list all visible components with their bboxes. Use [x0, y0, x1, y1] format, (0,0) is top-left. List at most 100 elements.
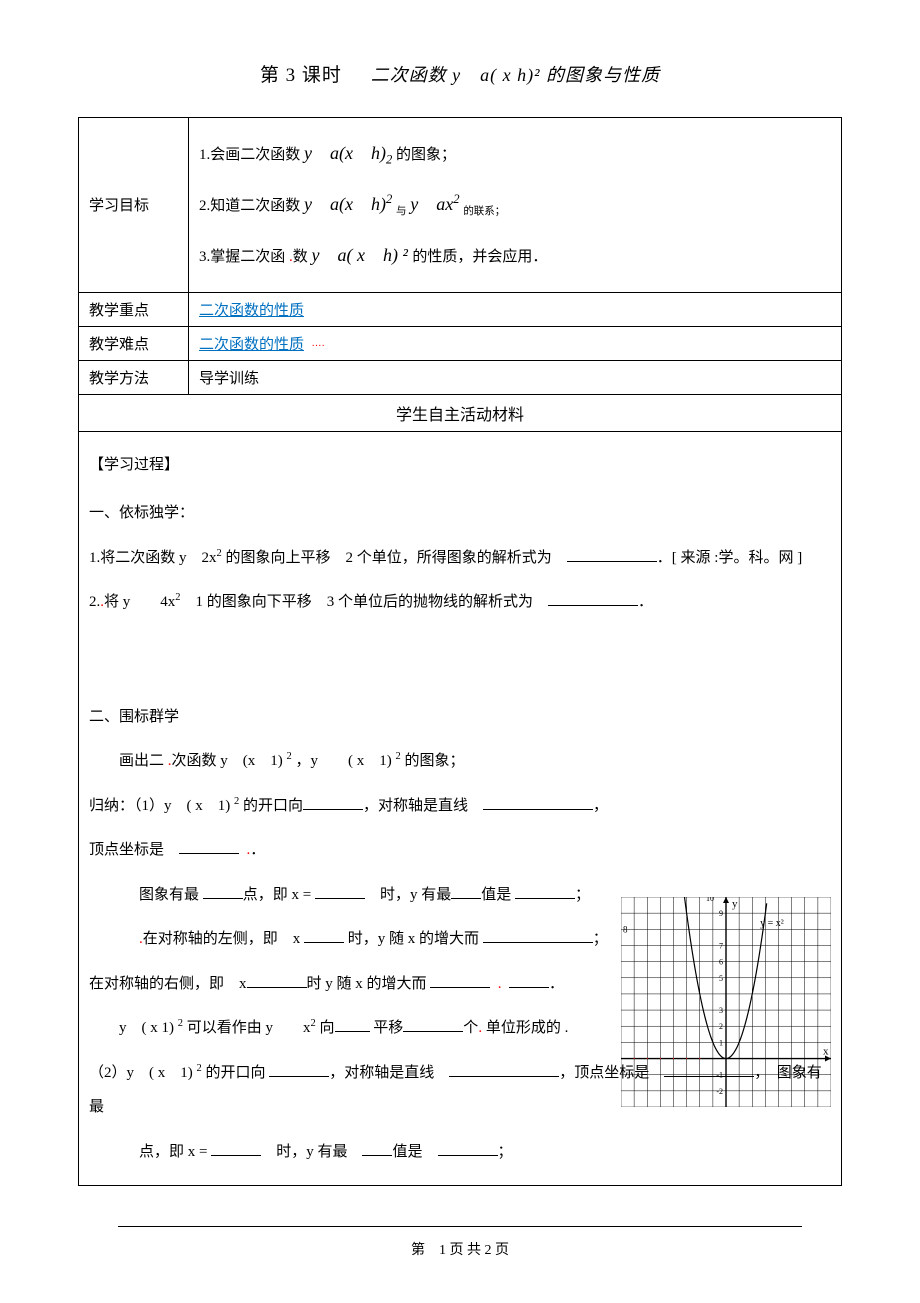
- svg-text:7: 7: [719, 941, 723, 950]
- q2: 2..将 y 4x2 1 的图象向下平移 3 个单位后的抛物线的解析式为 ．: [89, 585, 831, 620]
- gap-1: [89, 630, 831, 690]
- sum1-b1: [303, 795, 363, 810]
- q2-mid1: 将 y 4x: [104, 594, 175, 610]
- q1: 1.将二次函数 y 2x2 的图象向上平移 2 个单位，所得图象的解析式为 ．[…: [89, 541, 831, 576]
- svg-text:9: 9: [719, 909, 723, 918]
- right-post: ．: [549, 976, 564, 992]
- svg-text:5: 5: [719, 973, 723, 982]
- sum2b-pre: 点，即 x =: [139, 1144, 211, 1160]
- goal3-sub: 数: [293, 249, 308, 265]
- goal-2: 2.知道二次函数 y a(x h)2 与 y ax2 的联系；: [199, 183, 831, 226]
- chart-svg: yxy = x²109765321-1-28: [621, 897, 831, 1107]
- goal1-sub: 2: [386, 153, 392, 167]
- shift-b1: [335, 1017, 370, 1032]
- vertex-post: ．: [250, 842, 265, 858]
- li1-b: 点，即 x =: [243, 887, 315, 903]
- sum2b-b1: [211, 1141, 261, 1156]
- svg-text:y = x²: y = x²: [760, 918, 784, 929]
- draw-mid2: ，y ( x 1): [292, 753, 396, 769]
- title-formula: 二次函数 y a( x h)² 的图象与性质: [371, 65, 660, 85]
- goal1-post: 的图象；: [396, 147, 456, 163]
- vertex-blank: [179, 839, 239, 854]
- method-value: 导学训练: [189, 360, 842, 394]
- shift-m4: 个: [463, 1020, 478, 1036]
- right-b2: [430, 973, 490, 988]
- right-pre: 在对称轴的右侧，即 x: [89, 976, 247, 992]
- li1-c: 时，y 有最: [365, 887, 451, 903]
- shift-pre: y ( x 1): [119, 1020, 178, 1036]
- li1-a: 图象有最: [139, 887, 203, 903]
- li1-b2: [315, 884, 365, 899]
- q1-post: ．[ 来源 :学。科。网 ]: [657, 550, 802, 566]
- q1-pre: 1.将二次函数 y 2x: [89, 550, 217, 566]
- goal-label: 学习目标: [79, 118, 189, 293]
- li1-b1: [203, 884, 243, 899]
- goal1-pre: 1.会画二次函数: [199, 147, 304, 163]
- q1-blank: [567, 547, 657, 562]
- sum2-b1: [269, 1062, 329, 1077]
- q2-blank: [548, 591, 638, 606]
- draw-mid: 次函数 y (x 1): [172, 753, 287, 769]
- svg-text:x: x: [823, 1045, 829, 1057]
- q2-post: ．: [638, 594, 653, 610]
- sec1-head: 一、依标独学：: [89, 496, 831, 531]
- summary-1: 归纳：（1）y ( x 1) 2 的开口向，对称轴是直线 ，: [89, 789, 831, 824]
- lesson-table: 学习目标 1.会画二次函数 y a(x h)2 的图象； 2.知道二次函数 y …: [78, 117, 842, 1186]
- svg-text:y: y: [732, 898, 738, 910]
- svg-text:1: 1: [719, 1038, 723, 1047]
- svg-text:10: 10: [706, 897, 714, 903]
- goal2-f2: y ax2: [410, 194, 459, 214]
- goal3-post: 的性质，并会应用．: [412, 249, 547, 265]
- sec2-head: 二、围标群学: [89, 700, 831, 735]
- sum2b-post: ；: [498, 1144, 513, 1160]
- right-red: .: [490, 976, 509, 992]
- left-b2: [483, 928, 593, 943]
- svg-text:2: 2: [719, 1022, 723, 1031]
- li1-b4: [515, 884, 575, 899]
- shift-post: 单位形成的 .: [482, 1020, 568, 1036]
- sum2b-m2: 值是: [392, 1144, 437, 1160]
- shift-m2: 向: [316, 1020, 335, 1036]
- goal3-pre: 3.掌握二次函: [199, 249, 289, 265]
- vertex-red: .: [239, 842, 250, 858]
- li1-e: ；: [575, 887, 590, 903]
- goal2-f1t: y a(x h): [304, 194, 386, 214]
- vertex-line: 顶点坐标是 .．: [89, 833, 831, 868]
- summary-2b: 点，即 x = 时，y 有最 值是 ；: [89, 1135, 831, 1170]
- shift-m3: 平移: [370, 1020, 404, 1036]
- svg-text:-2: -2: [716, 1086, 723, 1095]
- focus-label: 教学重点: [79, 292, 189, 326]
- goal2-post: 的联系；: [463, 206, 505, 217]
- sum2b-b3: [438, 1141, 498, 1156]
- sum1-post: ，: [593, 798, 608, 814]
- svg-text:-1: -1: [716, 1070, 723, 1079]
- content-cell: 【学习过程】 一、依标独学： 1.将二次函数 y 2x2 的图象向上平移 2 个…: [79, 431, 842, 1186]
- goal-cell: 1.会画二次函数 y a(x h)2 的图象； 2.知道二次函数 y a(x h…: [189, 118, 842, 293]
- left-mid: 时，y 随 x 的增大而: [344, 931, 483, 947]
- sum1-b2: [483, 795, 593, 810]
- q2-mid2: 1 的图象向下平移 3 个单位后的抛物线的解析式为: [181, 594, 549, 610]
- sum2-b2: [449, 1062, 559, 1077]
- q2-pre: 2.: [89, 594, 100, 610]
- goal1-f: y a(x h): [304, 143, 386, 163]
- draw-line: 画出二 .次函数 y (x 1) 2 ，y ( x 1) 2 的图象；: [89, 744, 831, 779]
- sum1-m1: 的开口向: [239, 798, 303, 814]
- left-pre: 在对称轴的左侧，即 x: [143, 931, 304, 947]
- diff-text: 二次函数的性质: [199, 337, 304, 353]
- svg-text:6: 6: [719, 957, 723, 966]
- right-b1: [247, 973, 307, 988]
- goal3-formula: y a( x h) ²: [312, 245, 413, 265]
- goal2-mid: 与: [396, 206, 407, 217]
- draw-post: 的图象；: [401, 753, 465, 769]
- diff-label: 教学难点: [79, 326, 189, 360]
- sum2-m1: 的开口向: [202, 1065, 270, 1081]
- goal2-pre: 2.知道二次函数: [199, 198, 304, 214]
- sum1-pre: 归纳：（1）y ( x 1): [89, 798, 234, 814]
- activity-header: 学生自主活动材料: [79, 394, 842, 431]
- title-prefix: 第 3 课时: [260, 65, 342, 86]
- parabola-chart: yxy = x²109765321-1-28: [621, 897, 831, 1107]
- svg-text:3: 3: [719, 1006, 723, 1015]
- sum2-pre: （2）y ( x 1): [89, 1065, 197, 1081]
- page-title: 第 3 课时 二次函数 y a( x h)² 的图象与性质: [78, 60, 842, 87]
- vertex-pre: 顶点坐标是: [89, 842, 179, 858]
